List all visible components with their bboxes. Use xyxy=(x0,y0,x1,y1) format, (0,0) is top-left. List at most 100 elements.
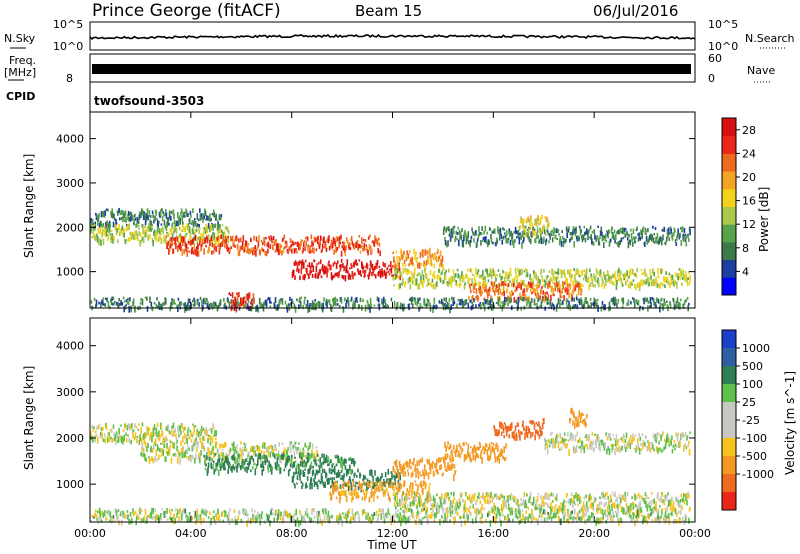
echo-cell-8 xyxy=(335,496,338,500)
echo-cell-0 xyxy=(132,429,135,432)
echo-cell-5 xyxy=(668,272,671,276)
echo-cell-5 xyxy=(574,274,576,280)
echo-cell-0 xyxy=(192,208,194,214)
echo-cell-9 xyxy=(344,297,346,302)
echo-cell-9 xyxy=(228,301,230,304)
echo-cell-5 xyxy=(497,284,499,288)
echo-cell-10 xyxy=(607,446,609,451)
echo-cell-9 xyxy=(427,493,429,499)
echo-cell-8 xyxy=(541,214,543,219)
echo-cell-9 xyxy=(605,501,608,506)
echo-cell-3 xyxy=(300,480,303,484)
echo-cell-10 xyxy=(685,446,688,450)
echo-cell-5 xyxy=(474,454,476,462)
echo-cell-9 xyxy=(592,302,594,306)
echo-cell-0 xyxy=(125,216,127,223)
echo-cell-3 xyxy=(393,476,396,480)
echo-cell-1 xyxy=(189,454,192,458)
echo-cell-9 xyxy=(608,504,611,510)
echo-cell-7 xyxy=(500,235,503,239)
echo-cell-5 xyxy=(632,279,635,282)
echo-cell-2 xyxy=(282,247,285,254)
echo-cell-6 xyxy=(534,429,537,434)
echo-cell-0 xyxy=(118,207,120,214)
echo-cell-4 xyxy=(402,469,405,477)
echo-cell-9 xyxy=(485,499,487,504)
echo-cell-1 xyxy=(194,441,197,447)
echo-cell-1 xyxy=(142,452,144,458)
echo-cell-9 xyxy=(524,499,527,506)
echo-cell-2 xyxy=(307,458,309,463)
echo-cell-9 xyxy=(683,302,686,306)
echo-cell-2 xyxy=(332,242,334,249)
echo-cell-4 xyxy=(425,472,428,475)
echo-cell-5 xyxy=(662,283,664,287)
echo-cell-3 xyxy=(309,265,312,272)
echo-cell-0 xyxy=(155,427,158,434)
echo-cell-9 xyxy=(613,502,616,509)
echo-cell-9 xyxy=(490,298,492,303)
echo-cell-1 xyxy=(175,227,178,235)
echo-cell-5 xyxy=(434,276,436,280)
echo-cell-5 xyxy=(596,269,598,275)
echo-cell-9 xyxy=(402,504,404,508)
echo-cell-6 xyxy=(490,295,492,300)
echo-cell-9 xyxy=(499,304,502,309)
echo-cell-2 xyxy=(204,237,207,242)
echo-cell-7 xyxy=(623,227,626,232)
echo-cell-2 xyxy=(224,456,227,463)
echo-cell-1 xyxy=(179,233,182,237)
echo-cell-10 xyxy=(657,432,660,435)
echo-cell-6 xyxy=(494,289,496,296)
echo-cell-3 xyxy=(295,469,297,474)
echo-cell-7 xyxy=(461,228,463,232)
echo-cell-10 xyxy=(638,433,640,437)
echo-cell-5 xyxy=(560,272,563,279)
echo-cell-7 xyxy=(562,236,564,240)
echo-cell-6 xyxy=(534,434,536,441)
echo-cell-9 xyxy=(445,297,447,303)
echo-cell-0 xyxy=(113,213,115,219)
echo-cell-3 xyxy=(366,264,369,270)
echo-cell-1 xyxy=(125,239,128,242)
echo-cell-5 xyxy=(644,271,647,277)
echo-cell-1 xyxy=(278,442,280,447)
echo-cell-10 xyxy=(586,444,589,450)
echo-cell-9 xyxy=(646,507,649,512)
echo-cell-9 xyxy=(480,303,482,310)
echo-cell-10 xyxy=(229,293,232,296)
echo-cell-3 xyxy=(384,471,387,478)
echo-cell-3 xyxy=(307,273,309,276)
echo-cell-1 xyxy=(173,224,176,231)
echo-cell-9 xyxy=(652,499,654,503)
echo-cell-3 xyxy=(399,474,401,481)
echo-cell-8 xyxy=(364,488,367,492)
echo-cell-4 xyxy=(394,471,396,475)
echo-cell-9 xyxy=(593,496,596,504)
echo-cell-1 xyxy=(134,236,137,240)
echo-cell-1 xyxy=(113,223,116,226)
echo-cell-9 xyxy=(627,299,630,306)
echo-cell-0 xyxy=(155,210,158,216)
echo-cell-9 xyxy=(635,504,637,508)
echo-cell-7 xyxy=(575,226,577,234)
echo-cell-0 xyxy=(110,436,112,440)
echo-cell-10 xyxy=(640,448,643,451)
echo-cell-3 xyxy=(378,271,380,277)
echo-cell-2 xyxy=(342,241,344,245)
echo-cell-7 xyxy=(600,226,603,232)
echo-cell-5 xyxy=(473,275,476,281)
echo-cell-5 xyxy=(553,276,556,281)
echo-cell-3 xyxy=(333,477,335,481)
echo-cell-5 xyxy=(429,270,432,276)
echo-cell-9 xyxy=(637,299,640,306)
echo-cell-6 xyxy=(528,428,531,433)
echo-cell-5 xyxy=(466,274,468,279)
echo-cell-9 xyxy=(464,299,466,306)
echo-cell-2 xyxy=(308,452,310,460)
echo-cell-9 xyxy=(368,304,371,307)
echo-cell-9 xyxy=(492,497,495,500)
echo-cell-1 xyxy=(153,443,155,450)
echo-cell-7 xyxy=(630,228,632,232)
echo-cell-9 xyxy=(459,299,461,306)
